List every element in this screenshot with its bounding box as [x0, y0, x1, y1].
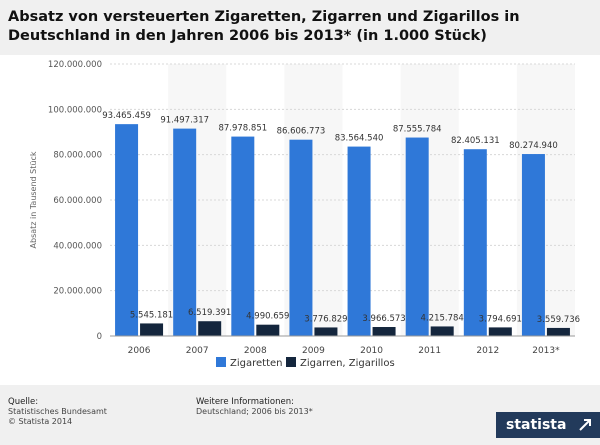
brand-name: statista — [506, 417, 567, 433]
y-tick-label: 40.000.000 — [53, 241, 102, 251]
x-tick-label: 2010 — [360, 346, 383, 356]
bar-zigaretten[interactable] — [231, 136, 255, 336]
statista-logo-icon — [579, 419, 591, 431]
bar-zigarren[interactable] — [198, 321, 222, 336]
y-tick-label: 100.000.000 — [48, 105, 102, 115]
bar-zigaretten[interactable] — [521, 154, 545, 336]
info-text: Deutschland; 2006 bis 2013* — [196, 407, 313, 416]
y-tick-label: 80.000.000 — [53, 151, 102, 161]
source-block: Quelle: Statistisches Bundesamt © Statis… — [8, 397, 107, 427]
bar-zigarren[interactable] — [372, 327, 396, 336]
bar-zigaretten[interactable] — [173, 128, 197, 336]
data-label: 3.776.829 — [304, 314, 347, 324]
data-label: 6.519.391 — [188, 308, 231, 318]
data-label: 4.990.659 — [246, 312, 289, 322]
data-label: 91.497.317 — [160, 116, 209, 126]
x-tick-label: 2008 — [244, 346, 267, 356]
data-label: 3.794.691 — [479, 314, 522, 324]
legend-swatch[interactable] — [216, 357, 226, 367]
x-tick-label: 2013* — [532, 346, 560, 356]
bar-zigaretten[interactable] — [463, 149, 487, 336]
statista-logo[interactable]: statista — [496, 412, 600, 438]
y-tick-label: 60.000.000 — [53, 196, 102, 206]
x-tick-label: 2007 — [186, 346, 209, 356]
x-tick-label: 2006 — [128, 346, 151, 356]
bar-zigaretten[interactable] — [405, 137, 429, 336]
legend-swatch[interactable] — [286, 357, 296, 367]
bar-zigarren[interactable] — [546, 327, 570, 336]
x-tick-label: 2012 — [476, 346, 499, 356]
bar-zigaretten[interactable] — [347, 146, 371, 336]
data-label: 83.564.540 — [335, 134, 384, 144]
chart-panel: 0 20.000.000 40.000.000 60.000.000 80.000.00… — [0, 55, 600, 385]
data-label: 93.465.459 — [102, 111, 151, 121]
info-block: Weitere Informationen: Deutschland; 2006… — [196, 397, 313, 417]
bar-zigaretten[interactable] — [289, 139, 313, 336]
y-axis-label: Absatz in Tausend Stück — [29, 151, 38, 248]
source-name: Statistisches Bundesamt — [8, 407, 107, 416]
bar-chart: 0 20.000.000 40.000.000 60.000.000 80.000.00… — [29, 60, 580, 369]
data-label: 80.274.940 — [509, 141, 558, 151]
chart-title: Absatz von versteuerten Zigaretten, Ziga… — [8, 9, 520, 44]
info-header[interactable]: Weitere Informationen: — [196, 397, 294, 407]
bar-zigaretten[interactable] — [115, 124, 139, 336]
data-label: 3.966.573 — [362, 314, 405, 324]
y-tick-label: 20.000.000 — [53, 287, 102, 297]
bar-zigarren[interactable] — [488, 327, 512, 336]
bar-zigarren[interactable] — [430, 326, 454, 336]
data-label: 82.405.131 — [451, 136, 500, 146]
x-tick-label: 2011 — [418, 346, 441, 356]
data-label: 5.545.181 — [130, 310, 173, 320]
source-header: Quelle: — [8, 397, 39, 407]
y-tick-label: 0 — [97, 332, 102, 342]
data-label: 87.978.851 — [218, 124, 267, 134]
copyright[interactable]: © Statista 2014 — [8, 417, 73, 426]
data-label: 86.606.773 — [277, 127, 326, 137]
data-label: 87.555.784 — [393, 125, 442, 135]
legend-label[interactable]: Zigarren, Zigarillos — [300, 358, 395, 369]
bar-zigarren[interactable] — [140, 323, 164, 336]
data-label: 4.215.784 — [421, 313, 464, 323]
bar-zigarren[interactable] — [314, 327, 338, 336]
data-label: 3.559.736 — [537, 315, 580, 325]
legend-label[interactable]: Zigaretten — [230, 358, 282, 369]
y-tick-label: 120.000.000 — [48, 60, 102, 70]
bar-zigarren[interactable] — [256, 324, 280, 336]
x-tick-label: 2009 — [302, 346, 325, 356]
